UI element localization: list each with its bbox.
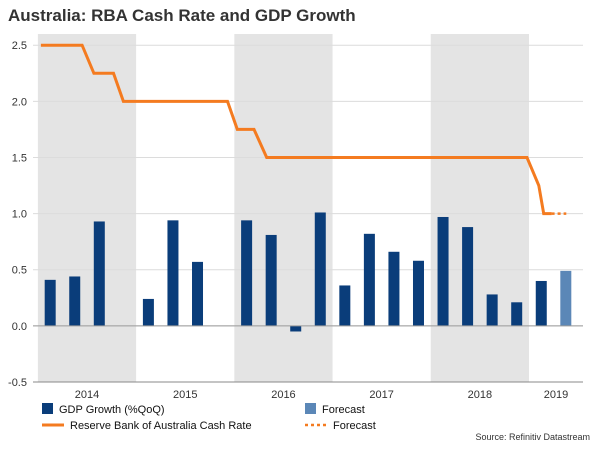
y-tick-label: 0.0	[12, 321, 27, 333]
y-tick-label: 1.0	[12, 209, 27, 221]
x-tick-label: 2019	[544, 389, 568, 401]
chart-title: Australia: RBA Cash Rate and GDP Growth	[8, 6, 356, 25]
legend-label: Reserve Bank of Australia Cash Rate	[70, 420, 252, 432]
bar-2014Q3	[93, 221, 105, 326]
legend-label: Forecast	[333, 420, 376, 432]
legend: GDP Growth (%QoQ) Forecast Reserve Bank of…	[42, 403, 376, 432]
x-tick-label: 2018	[468, 389, 492, 401]
x-tick-label: 2014	[75, 389, 99, 401]
bar-2017Q4	[412, 260, 424, 326]
y-tick-label: 2.5	[12, 40, 27, 52]
bar-2019Q1	[535, 280, 547, 326]
bar-2018Q1	[437, 216, 449, 326]
bar-2016Q4	[314, 212, 326, 326]
gdp-bars	[44, 212, 572, 332]
year-shading	[37, 34, 529, 382]
bar-2018Q4	[511, 302, 523, 326]
y-tick-label: 0.5	[12, 265, 27, 277]
shade-2016	[234, 34, 333, 382]
bar-2019Q2	[560, 270, 572, 326]
shade-2018	[430, 34, 529, 382]
bar-2016Q3	[290, 325, 302, 332]
y-tick-label: 1.5	[12, 152, 27, 164]
x-tick-label: 2015	[173, 389, 197, 401]
bar-2018Q3	[486, 294, 498, 326]
y-tick-label: 2.0	[12, 96, 27, 108]
bar-2016Q2	[265, 234, 277, 326]
source-note: Source: Refinitiv Datastream	[475, 432, 590, 442]
bar-2015Q2	[167, 220, 179, 326]
x-tick-label: 2017	[369, 389, 393, 401]
bar-2017Q1	[339, 285, 351, 326]
shade-2014	[37, 34, 137, 382]
bar-2014Q2	[69, 276, 81, 326]
bar-2018Q2	[462, 227, 474, 326]
legend-swatch	[42, 403, 53, 414]
cash-rate-line	[40, 43, 567, 216]
bar-2015Q3	[192, 261, 204, 326]
bar-2016Q1	[241, 220, 253, 326]
legend-swatch	[305, 403, 316, 414]
legend-label: Forecast	[322, 404, 365, 416]
axes: -0.5 0.0 0.5 1.0 1.5 2.0 2.5 2014 2015 2016 2017 20…	[8, 40, 583, 401]
bar-2014Q1	[44, 279, 56, 326]
bar-2015Q1	[142, 298, 154, 326]
bar-2017Q3	[388, 251, 400, 326]
cash-rate-step-line	[40, 43, 552, 216]
legend-label: GDP Growth (%QoQ)	[59, 404, 165, 416]
y-tick-label: -0.5	[8, 377, 27, 389]
bar-2017Q2	[363, 233, 375, 326]
x-tick-label: 2016	[271, 389, 295, 401]
